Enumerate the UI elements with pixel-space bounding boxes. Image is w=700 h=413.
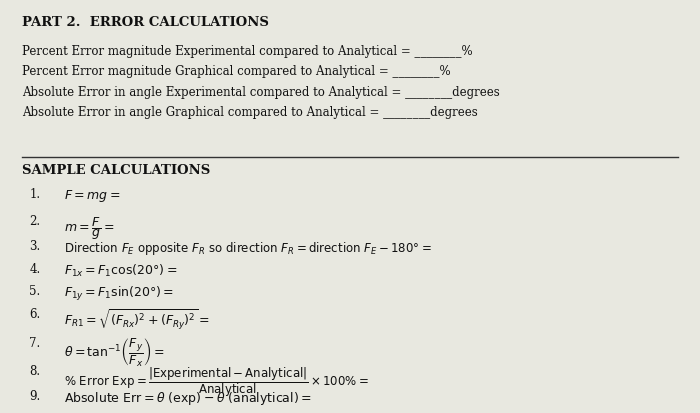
Text: $F_{R1} = \sqrt{(F_{Rx})^2 + (F_{Ry})^2} =$: $F_{R1} = \sqrt{(F_{Rx})^2 + (F_{Ry})^2}… (64, 307, 210, 331)
Text: 2.: 2. (29, 215, 41, 228)
Text: PART 2.  ERROR CALCULATIONS: PART 2. ERROR CALCULATIONS (22, 16, 270, 29)
Text: 9.: 9. (29, 389, 41, 402)
Text: $F_{1x} = F_1 \cos(20°) =$: $F_{1x} = F_1 \cos(20°) =$ (64, 262, 178, 278)
Text: Percent Error magnitude Experimental compared to Analytical = ________%: Percent Error magnitude Experimental com… (22, 45, 473, 57)
Text: Absolute Error in angle Experimental compared to Analytical = ________degrees: Absolute Error in angle Experimental com… (22, 85, 500, 98)
Text: Percent Error magnitude Graphical compared to Analytical = ________%: Percent Error magnitude Graphical compar… (22, 65, 451, 78)
Text: SAMPLE CALCULATIONS: SAMPLE CALCULATIONS (22, 164, 211, 176)
Text: $\mathrm{Absolute\ Err} = \theta\ (\mathrm{exp}) - \theta\ (\mathrm{analytical}): $\mathrm{Absolute\ Err} = \theta\ (\math… (64, 389, 312, 406)
Text: 7.: 7. (29, 336, 41, 349)
Text: $F_{1y} = F_1 \sin(20°) =$: $F_{1y} = F_1 \sin(20°) =$ (64, 285, 174, 302)
Text: $F = mg =$: $F = mg =$ (64, 188, 120, 204)
Text: $\mathrm{Direction\ } F_E \mathrm{\ opposite\ } F_R \mathrm{\ so\ direction\ } F: $\mathrm{Direction\ } F_E \mathrm{\ oppo… (64, 239, 432, 256)
Text: 3.: 3. (29, 239, 41, 252)
Text: 1.: 1. (29, 188, 41, 201)
Text: $\%\ \mathrm{Error\ Exp} = \dfrac{|\mathrm{Experimental} - \mathrm{Analytical}|}: $\%\ \mathrm{Error\ Exp} = \dfrac{|\math… (64, 364, 369, 398)
Text: Absolute Error in angle Graphical compared to Analytical = ________degrees: Absolute Error in angle Graphical compar… (22, 106, 478, 119)
Text: 8.: 8. (29, 364, 41, 377)
Text: $\theta = \tan^{-1}\!\left(\dfrac{F_y}{F_x}\right) =$: $\theta = \tan^{-1}\!\left(\dfrac{F_y}{F… (64, 336, 165, 368)
Text: 5.: 5. (29, 285, 41, 297)
Text: $m = \dfrac{F}{g} =$: $m = \dfrac{F}{g} =$ (64, 215, 115, 242)
Text: 6.: 6. (29, 307, 41, 320)
Text: 4.: 4. (29, 262, 41, 275)
